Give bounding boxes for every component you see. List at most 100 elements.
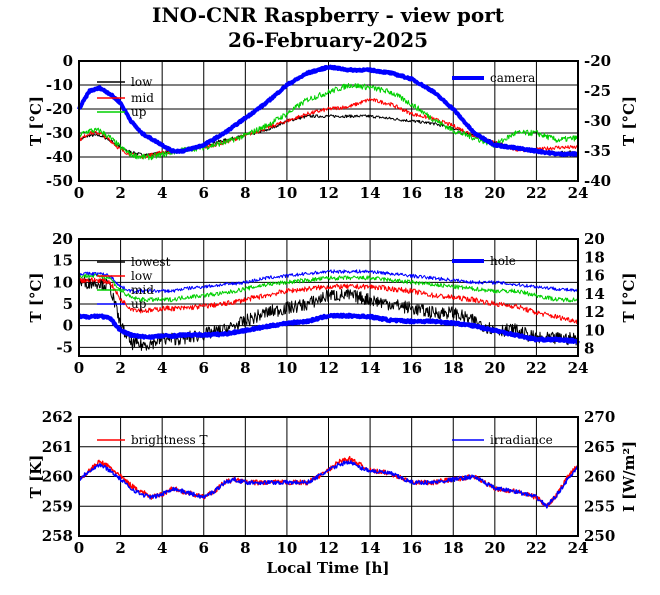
- y-left-axis-label: T [°C]: [27, 272, 45, 322]
- x-tick-label: 20: [484, 539, 505, 557]
- x-tick-label: 6: [199, 359, 209, 377]
- y-left-tick-label: 262: [42, 408, 73, 426]
- series-line-hole: [77, 312, 580, 345]
- x-tick-label: 2: [115, 184, 125, 202]
- y-left-tick-label: -10: [46, 76, 73, 94]
- y-left-tick-label: 261: [42, 438, 73, 456]
- series-line-irradiance: [78, 460, 579, 509]
- x-tick-label: 12: [318, 184, 339, 202]
- y-right-tick-label: -30: [584, 112, 611, 130]
- y-right-tick-label: 14: [584, 285, 605, 303]
- y-left-tick-label: 15: [52, 252, 73, 270]
- legend-label: up: [131, 297, 147, 311]
- y-left-tick-label: -40: [46, 148, 73, 166]
- y-right-tick-label: 20: [584, 230, 605, 248]
- x-tick-label: 2: [115, 539, 125, 557]
- y-left-tick-label: -30: [46, 124, 73, 142]
- chart-subtitle: 26-February-2025: [228, 28, 428, 52]
- x-tick-label: 24: [568, 184, 589, 202]
- x-tick-label: 20: [484, 359, 505, 377]
- y-right-tick-label: 260: [584, 468, 615, 486]
- x-tick-label: 8: [240, 184, 250, 202]
- x-tick-label: 8: [240, 359, 250, 377]
- x-tick-label: 18: [443, 539, 464, 557]
- x-tick-label: 18: [443, 359, 464, 377]
- y-right-tick-label: 265: [584, 438, 615, 456]
- legend-label: hole: [490, 254, 516, 268]
- y-right-tick-label: 18: [584, 248, 605, 266]
- y-left-tick-label: 0: [63, 317, 73, 335]
- x-tick-label: 8: [240, 539, 250, 557]
- plot-frame: [78, 238, 579, 357]
- legend-label: brightness T: [131, 433, 207, 447]
- panel-1: 0 2 4 6 8 10 12 14 16 18 20 22 240-10-20-30-40-50-20…: [27, 52, 638, 202]
- x-tick-label: 0: [74, 359, 84, 377]
- x-tick-label: 12: [318, 539, 339, 557]
- y-left-tick-label: -50: [46, 172, 73, 190]
- y-right-tick-label: -35: [584, 142, 611, 160]
- x-tick-label: 18: [443, 184, 464, 202]
- x-tick-label: 0: [74, 539, 84, 557]
- x-tick-label: 4: [157, 184, 167, 202]
- x-tick-label: 4: [157, 359, 167, 377]
- y-right-tick-label: 255: [584, 497, 615, 515]
- legend-label: irradiance: [490, 433, 553, 447]
- y-right-axis-label: I [W/m²]: [620, 441, 638, 512]
- y-right-axis-label: T [°C]: [620, 96, 638, 146]
- x-tick-label: 14: [360, 539, 381, 557]
- series-line-mid: [78, 273, 579, 303]
- x-tick-label: 6: [199, 539, 209, 557]
- y-left-tick-label: 258: [42, 527, 73, 545]
- legend-label: mid: [131, 283, 154, 297]
- y-right-tick-label: 10: [584, 321, 605, 339]
- y-right-axis-label: T [°C]: [620, 272, 638, 322]
- x-tick-label: 2: [115, 359, 125, 377]
- series-line-low: [78, 277, 579, 325]
- x-tick-label: 0: [74, 184, 84, 202]
- x-tick-label: 10: [276, 184, 297, 202]
- x-tick-label: 20: [484, 184, 505, 202]
- x-axis-label: Local Time [h]: [267, 559, 390, 577]
- panel-2: 0 2 4 6 8 10 12 14 16 18 20 22 2420151050-5201816141…: [27, 230, 638, 377]
- x-tick-label: 16: [401, 539, 422, 557]
- legend-label: lowest: [131, 255, 171, 269]
- x-tick-label: 24: [568, 359, 589, 377]
- x-tick-label: 22: [526, 539, 547, 557]
- y-right-tick-label: 8: [584, 340, 594, 358]
- plot-frame: [78, 60, 579, 182]
- legend-label: low: [131, 269, 153, 283]
- y-left-tick-label: 10: [52, 273, 73, 291]
- x-tick-label: 14: [360, 359, 381, 377]
- x-tick-label: 16: [401, 184, 422, 202]
- x-tick-label: 10: [276, 539, 297, 557]
- panel-3: 0 2 4 6 8 10 12 14 16 18 20 22 242622612602592582702…: [27, 408, 638, 557]
- chart-panels: 0 2 4 6 8 10 12 14 16 18 20 22 240-10-20-30-40-50-20…: [27, 52, 638, 557]
- y-left-tick-label: 259: [42, 497, 73, 515]
- y-left-tick-label: 20: [52, 230, 73, 248]
- chart-title: INO-CNR Raspberry - view port: [152, 3, 505, 27]
- series-line-up: [78, 269, 579, 294]
- y-left-tick-label: 260: [42, 468, 73, 486]
- series-line-camera: [77, 64, 580, 157]
- x-tick-label: 4: [157, 539, 167, 557]
- x-tick-label: 24: [568, 539, 589, 557]
- y-right-tick-label: 270: [584, 408, 615, 426]
- y-left-tick-label: -5: [56, 338, 73, 356]
- legend-label: up: [131, 105, 147, 119]
- x-tick-label: 12: [318, 359, 339, 377]
- y-left-axis-label: T [°C]: [27, 96, 45, 146]
- legend-label: low: [131, 75, 153, 89]
- x-tick-label: 22: [526, 184, 547, 202]
- y-left-tick-label: 5: [63, 295, 73, 313]
- x-tick-label: 22: [526, 359, 547, 377]
- legend-label: camera: [490, 71, 535, 85]
- plot-frame: [78, 416, 579, 537]
- x-tick-label: 16: [401, 359, 422, 377]
- y-left-tick-label: 0: [63, 52, 73, 70]
- y-right-tick-label: -40: [584, 172, 611, 190]
- x-tick-label: 10: [276, 359, 297, 377]
- y-left-axis-label: T [K]: [27, 455, 45, 499]
- y-right-tick-label: 250: [584, 527, 615, 545]
- legend-label: mid: [131, 91, 154, 105]
